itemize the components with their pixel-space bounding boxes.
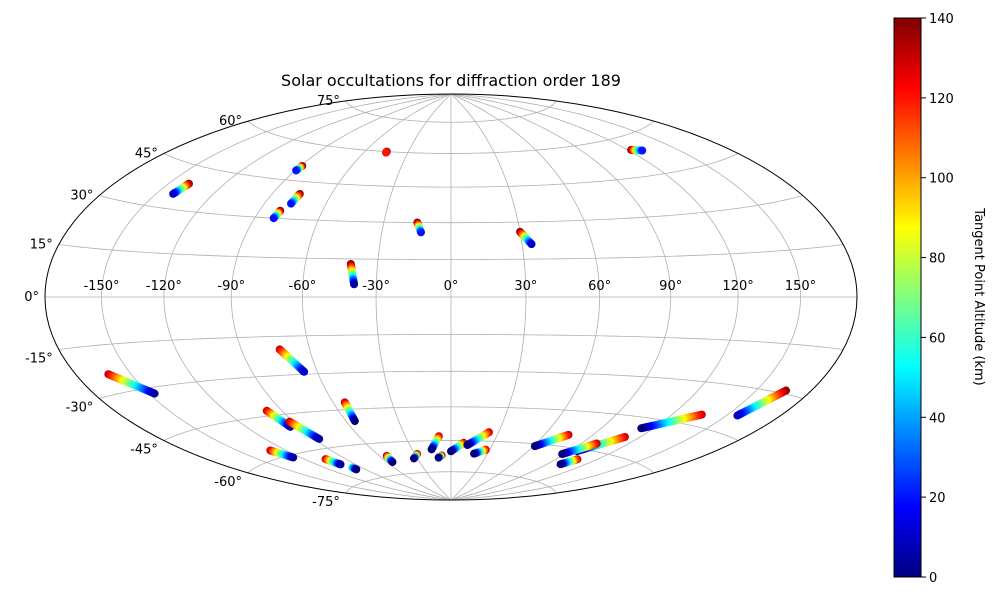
occultation-point: [637, 424, 646, 433]
occultation-point: [269, 214, 278, 223]
colorbar-tick-label: 20: [929, 491, 946, 506]
colorbar-ticks: 0 20 40 60 80 100 120 140: [921, 12, 954, 586]
occultation-point: [427, 445, 436, 454]
occultation-point: [416, 228, 425, 237]
colorbar-tick-label: 100: [929, 172, 954, 187]
lat-tick-label: -45°: [130, 443, 158, 458]
occultation-point: [733, 411, 742, 420]
parallel-line: [58, 244, 844, 260]
occultation-point: [300, 367, 309, 376]
occultation-point: [150, 389, 159, 398]
occultation-point: [315, 434, 324, 443]
lat-tick-label: 45°: [135, 147, 158, 162]
lat-tick-label: 60°: [219, 114, 242, 129]
occultation-point: [336, 460, 345, 469]
parallel-line: [58, 334, 844, 350]
graticule: [45, 94, 857, 500]
parallel-line: [247, 120, 655, 154]
occultation-point: [470, 449, 479, 458]
lon-tick-label: -150°: [83, 279, 119, 294]
occultation-point: [350, 417, 359, 426]
map-boundary: [44, 93, 858, 501]
colorbar-tick-label: 140: [929, 12, 954, 27]
occultation-point: [352, 465, 361, 474]
lat-tick-label: -30°: [66, 401, 94, 416]
colorbar-gradient: [893, 17, 922, 578]
lat-tick-label: -60°: [214, 475, 242, 490]
colorbar-tick-label: 120: [929, 92, 954, 107]
hammer-map: -150° -120° -90° -60° -30° 0° 30° 60° 90° 120° 150…: [24, 93, 858, 510]
colorbar: 0 20 40 60 80 100 120 140 Tangent Point Altitud…: [893, 12, 986, 586]
occultation-point: [169, 189, 178, 198]
occultation-point: [289, 453, 298, 462]
occultation-point: [447, 447, 455, 456]
lon-tick-label: -60°: [289, 279, 317, 294]
lon-tick-label: 30°: [514, 279, 537, 294]
lon-tick-label: 90°: [659, 279, 682, 294]
occultation-point: [409, 454, 418, 463]
occultation-point: [381, 148, 390, 157]
lon-tick-label: 150°: [785, 279, 816, 294]
lat-tick-label: 30°: [70, 189, 93, 204]
latitude-tick-labels: 75° 60° 45° 30° 15° 0° -15° -30° -45° -60° -75°: [24, 94, 340, 510]
colorbar-label: Tangent Point Altitude (km): [971, 207, 986, 385]
occultation-point: [463, 440, 472, 449]
longitude-tick-labels: -150° -120° -90° -60° -30° 0° 30° 60° 90° 120° 150…: [83, 279, 816, 294]
occultation-point: [527, 240, 536, 249]
colorbar-tick-label: 0: [929, 571, 937, 586]
parallel-line: [345, 100, 557, 123]
colorbar-tick-label: 60: [929, 331, 946, 346]
lat-tick-label: 15°: [30, 238, 53, 253]
occultation-point: [292, 166, 301, 175]
occultation-points: [104, 145, 791, 474]
lon-tick-label: -90°: [217, 279, 245, 294]
colorbar-tick-label: 80: [929, 252, 946, 267]
lat-tick-label: -75°: [312, 495, 340, 510]
chart-title: Solar occultations for diffraction order…: [281, 71, 621, 90]
occultation-point: [638, 146, 647, 155]
occultation-point: [530, 442, 539, 451]
occultation-point: [350, 280, 359, 289]
lon-tick-label: 60°: [588, 279, 611, 294]
occultation-point: [287, 199, 295, 208]
lat-tick-label: 75°: [317, 94, 340, 109]
lon-tick-label: -120°: [146, 279, 182, 294]
parallel-line: [99, 370, 803, 399]
lon-tick-label: 120°: [722, 279, 753, 294]
parallel-line: [345, 471, 557, 494]
occultation-point: [434, 453, 443, 462]
parallel-line: [163, 153, 739, 188]
lon-tick-label: 0°: [444, 279, 459, 294]
parallel-line: [99, 195, 803, 224]
lon-tick-label: -30°: [362, 279, 390, 294]
occultation-point: [388, 458, 397, 467]
colorbar-tick-label: 40: [929, 411, 946, 426]
lat-tick-label: -15°: [25, 352, 53, 367]
lat-tick-label: 0°: [24, 290, 39, 305]
occultation-point: [558, 450, 567, 459]
occultation-point: [556, 460, 565, 469]
